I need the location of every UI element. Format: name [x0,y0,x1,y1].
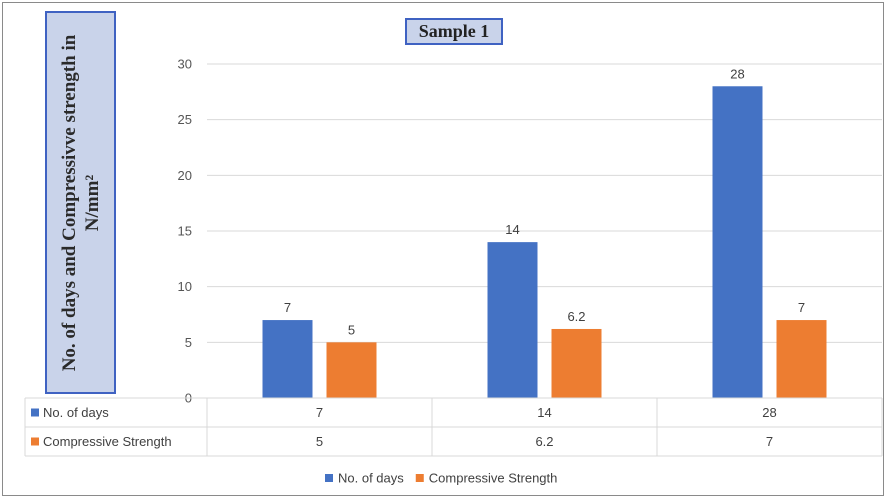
bar [712,86,763,399]
chart-title: Sample 1 [405,18,503,45]
bar [262,320,313,398]
table-row-label: No. of days [43,405,109,420]
data-label: 7 [284,300,291,315]
y-tick-label: 25 [178,112,192,127]
y-tick-label: 30 [178,57,192,72]
data-label: 14 [505,222,519,237]
bar [326,342,377,398]
y-tick-label: 15 [178,224,192,239]
data-label: 6.2 [567,309,585,324]
legend-label: No. of days [338,471,404,486]
y-tick-label: 10 [178,279,192,294]
table-legend-key [31,437,39,446]
bar [551,328,602,398]
table-row-label: Compressive Strength [43,434,172,449]
legend-key [415,474,424,482]
table-cell: 14 [537,405,551,420]
table-cell: 28 [762,405,776,420]
y-axis-title-box: No. of days and Compressivve strength in… [45,11,116,394]
data-label: 28 [730,66,744,81]
bar [776,320,827,398]
data-label: 7 [798,300,805,315]
table-cell: 7 [766,434,773,449]
table-legend-key [31,408,39,417]
table-cell: 5 [316,434,323,449]
bar [487,242,538,398]
y-tick-label: 5 [185,335,192,350]
table-cell: 6.2 [535,434,553,449]
y-tick-label: 20 [178,168,192,183]
legend-key [325,474,333,482]
legend-label: Compressive Strength [429,471,558,486]
table-cell: 7 [316,405,323,420]
data-label: 5 [348,322,355,337]
